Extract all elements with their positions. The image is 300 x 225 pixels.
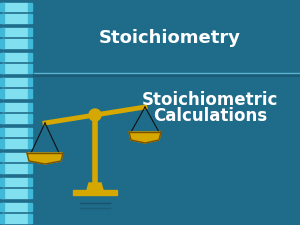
Polygon shape xyxy=(0,214,4,223)
Polygon shape xyxy=(2,178,28,186)
Polygon shape xyxy=(2,103,28,111)
Polygon shape xyxy=(0,2,4,11)
Polygon shape xyxy=(2,39,28,47)
Polygon shape xyxy=(28,64,32,72)
Polygon shape xyxy=(2,202,28,211)
Polygon shape xyxy=(28,164,32,173)
Polygon shape xyxy=(28,178,32,186)
Polygon shape xyxy=(27,153,63,164)
Polygon shape xyxy=(28,52,32,61)
Polygon shape xyxy=(2,27,28,36)
Polygon shape xyxy=(28,14,32,22)
Polygon shape xyxy=(28,128,32,136)
Polygon shape xyxy=(28,114,32,122)
Polygon shape xyxy=(2,214,28,223)
Polygon shape xyxy=(2,14,28,22)
Polygon shape xyxy=(0,103,4,111)
Polygon shape xyxy=(73,190,117,195)
Polygon shape xyxy=(2,114,28,122)
Polygon shape xyxy=(0,178,4,186)
Polygon shape xyxy=(28,77,32,86)
Polygon shape xyxy=(0,52,4,61)
Text: Stoichiometric: Stoichiometric xyxy=(142,91,278,109)
Polygon shape xyxy=(87,183,103,190)
Polygon shape xyxy=(28,2,32,11)
Polygon shape xyxy=(28,39,32,47)
Polygon shape xyxy=(28,189,32,198)
Polygon shape xyxy=(28,214,32,223)
Circle shape xyxy=(89,109,101,121)
Polygon shape xyxy=(0,202,4,211)
Polygon shape xyxy=(2,128,28,136)
Polygon shape xyxy=(129,132,161,143)
Polygon shape xyxy=(28,202,32,211)
Polygon shape xyxy=(2,153,28,161)
Polygon shape xyxy=(0,153,4,161)
Polygon shape xyxy=(0,89,4,97)
Polygon shape xyxy=(28,139,32,148)
Polygon shape xyxy=(2,52,28,61)
Polygon shape xyxy=(0,14,4,22)
Text: Stoichiometry: Stoichiometry xyxy=(99,29,241,47)
Polygon shape xyxy=(0,128,4,136)
Polygon shape xyxy=(2,164,28,173)
Polygon shape xyxy=(28,153,32,161)
Polygon shape xyxy=(0,27,4,36)
Polygon shape xyxy=(0,139,4,148)
Polygon shape xyxy=(0,189,4,198)
Polygon shape xyxy=(2,189,28,198)
Polygon shape xyxy=(2,77,28,86)
Polygon shape xyxy=(28,27,32,36)
Text: Calculations: Calculations xyxy=(153,107,267,125)
Polygon shape xyxy=(2,64,28,72)
Polygon shape xyxy=(28,89,32,97)
Polygon shape xyxy=(2,89,28,97)
Polygon shape xyxy=(0,164,4,173)
Polygon shape xyxy=(0,64,4,72)
Polygon shape xyxy=(0,39,4,47)
Polygon shape xyxy=(0,114,4,122)
Polygon shape xyxy=(2,139,28,148)
Polygon shape xyxy=(28,103,32,111)
Polygon shape xyxy=(0,77,4,86)
Polygon shape xyxy=(2,2,28,11)
